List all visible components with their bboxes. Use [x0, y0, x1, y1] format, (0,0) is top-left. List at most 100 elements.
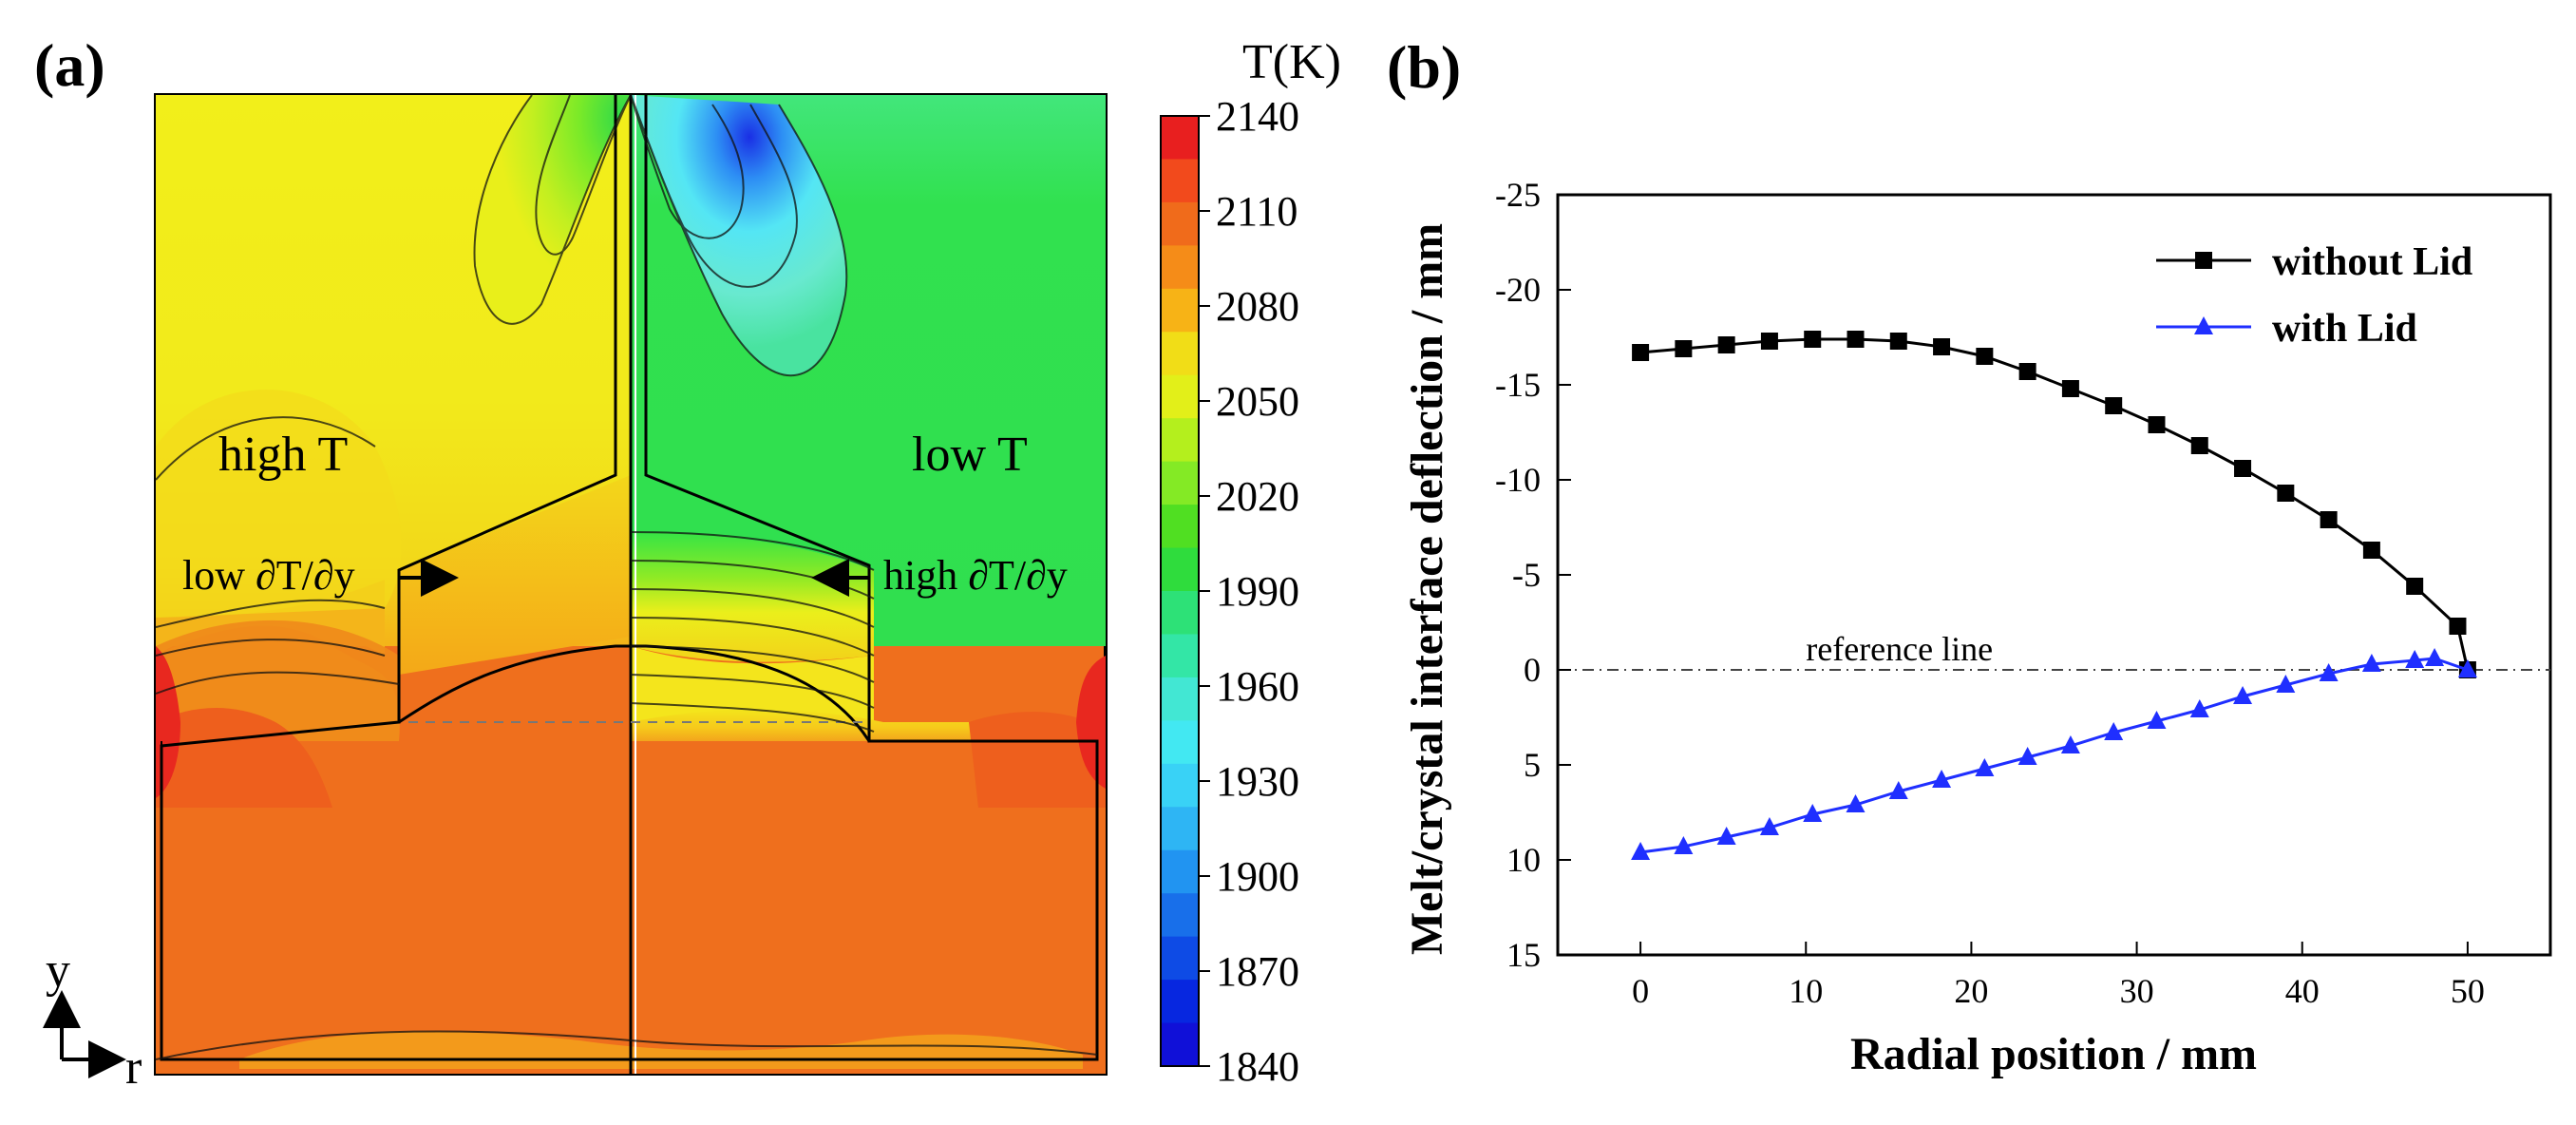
series-0-point-3 — [1760, 333, 1778, 350]
contour-line-17 — [155, 1030, 1098, 1060]
contour-line-2 — [155, 599, 386, 628]
colorbar-tick-label-3: 2050 — [1216, 378, 1299, 425]
colorbar-band-6 — [1161, 374, 1199, 419]
y-tick-label-1: -20 — [1495, 271, 1541, 309]
contour-line-9 — [630, 645, 875, 683]
series-1-point-6 — [1888, 781, 1908, 799]
series-1-point-20 — [2457, 659, 2477, 677]
right-lower-hot-lobe — [969, 712, 1106, 808]
series-1-point-3 — [1759, 817, 1779, 835]
colorbar-tick-label-0: 2140 — [1216, 93, 1299, 140]
legend-label-1: with Lid — [2272, 307, 2417, 351]
colorbar-band-11 — [1161, 591, 1199, 635]
series-0-point-14 — [2234, 460, 2252, 477]
colorbar-tick-label-7: 1930 — [1216, 758, 1299, 805]
colorbar-band-12 — [1161, 634, 1199, 678]
colorbar-band-19 — [1161, 936, 1199, 981]
y-tick-label-7: 10 — [1506, 841, 1541, 879]
contour-line-6 — [630, 560, 875, 600]
legend-marker-1 — [2194, 316, 2213, 334]
series-1-point-8 — [1975, 758, 1995, 776]
colorbar-band-21 — [1161, 1022, 1199, 1067]
series-0-point-11 — [2105, 397, 2123, 414]
contour-line-5 — [630, 531, 875, 571]
colorbar-band-2 — [1161, 201, 1199, 246]
contour-line-8 — [630, 617, 875, 657]
colorbar-tick-label-4: 2020 — [1216, 473, 1299, 520]
panel-b-label: (b) — [1387, 33, 1461, 101]
left-high-t-zone — [156, 390, 402, 618]
series-0-point-15 — [2277, 485, 2295, 502]
crucible-side-lines — [161, 741, 1098, 1059]
colorbar-band-15 — [1161, 763, 1199, 808]
contour-right-gradient-label: high ∂T/∂y — [883, 552, 1068, 599]
series-1-point-14 — [2233, 686, 2253, 704]
y-tick-label-3: -10 — [1495, 461, 1541, 499]
colorbar-band-14 — [1161, 720, 1199, 765]
colorbar-tick-label-9: 1870 — [1216, 948, 1299, 995]
contour-left-region-label: high T — [218, 428, 348, 482]
colorbar-band-20 — [1161, 980, 1199, 1024]
series-1-point-0 — [1631, 842, 1651, 860]
series-0-point-16 — [2320, 511, 2338, 528]
series-1-point-16 — [2319, 663, 2339, 681]
colorbar-band-3 — [1161, 245, 1199, 290]
left-center-channel — [399, 475, 631, 675]
contour-line-16 — [535, 94, 632, 256]
contour-line-11 — [630, 702, 875, 733]
series-1-point-7 — [1932, 770, 1952, 788]
x-tick-label-1: 10 — [1789, 972, 1823, 1010]
colorbar-bands — [1160, 115, 1200, 1067]
chart-series — [1631, 331, 2477, 860]
colorbar-band-16 — [1161, 807, 1199, 851]
series-0-point-6 — [1889, 333, 1907, 350]
colorbar-band-0 — [1161, 116, 1199, 160]
series-1-point-17 — [2361, 654, 2381, 672]
contour-line-15 — [473, 94, 632, 325]
contour-panel: high T low T low ∂T/∂y high ∂T/∂y y r — [43, 93, 1108, 1095]
series-line-0 — [1639, 337, 2470, 671]
x-tick-label-5: 50 — [2451, 972, 2485, 1010]
series-0-point-4 — [1804, 331, 1822, 348]
colorbar-band-8 — [1161, 461, 1199, 505]
colorbar-title: T(K) — [1242, 35, 1341, 89]
contour-line-13 — [630, 94, 798, 288]
colorbar-tick-label-5: 1990 — [1216, 568, 1299, 615]
colorbar-band-1 — [1161, 159, 1199, 203]
series-0-point-9 — [2018, 363, 2036, 380]
colorbar-band-7 — [1161, 418, 1199, 463]
left-lime-core — [474, 95, 631, 324]
chart-x-axis-label: Radial position / mm — [1850, 1029, 2257, 1079]
y-tick-label-8: 15 — [1506, 936, 1541, 974]
series-1-point-13 — [2189, 699, 2209, 717]
colorbar-band-13 — [1161, 677, 1199, 721]
y-tick-label-6: 5 — [1524, 746, 1541, 784]
chart-y-axis-label: Melt/crystal interface deflection / mm — [1402, 223, 1452, 955]
y-tick-label-4: -5 — [1512, 556, 1541, 594]
series-1-point-10 — [2060, 735, 2080, 753]
series-0-point-0 — [1632, 344, 1650, 361]
line-chart: 0 10 20 30 40 50 -25 -20 -15 -10 -5 0 5 10 15 without … — [1402, 176, 2552, 1079]
colorbar-band-17 — [1161, 849, 1199, 894]
chart-legend: without Lid with Lid — [2156, 240, 2472, 351]
x-tick-label-3: 30 — [2120, 972, 2154, 1010]
colorbar-tick-label-8: 1900 — [1216, 853, 1299, 900]
colorbar: T(K) 2140 2110 2080 2050 2020 1990 1960 1930 190… — [1160, 35, 1341, 1090]
axis-y-label: y — [46, 944, 70, 998]
series-0-point-8 — [1976, 348, 1994, 365]
contour-line-10 — [630, 674, 875, 709]
left-orange-band — [156, 580, 385, 656]
legend-marker-0 — [2195, 252, 2212, 269]
series-1-point-11 — [2104, 722, 2124, 740]
colorbar-ticks: 2140 2110 2080 2050 2020 1990 1960 1930 1900 1870… — [1199, 93, 1299, 1090]
series-1-point-19 — [2425, 648, 2445, 666]
colorbar-band-4 — [1161, 288, 1199, 333]
colorbar-band-9 — [1161, 505, 1199, 549]
axis-r-label: r — [125, 1040, 142, 1095]
series-0-point-13 — [2190, 437, 2208, 454]
colorbar-tick-label-1: 2110 — [1216, 188, 1297, 235]
colorbar-band-18 — [1161, 893, 1199, 938]
series-0-point-2 — [1717, 336, 1735, 353]
panel-a-label: (a) — [34, 31, 105, 99]
contour-line-1 — [155, 416, 376, 481]
